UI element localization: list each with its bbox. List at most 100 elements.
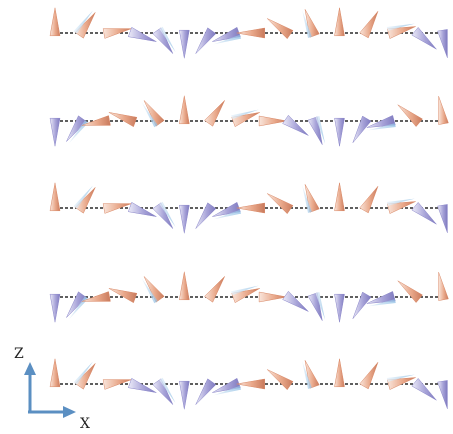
spin-cone-highlight [141,278,158,304]
spin-cone [386,26,416,39]
spin-cone [437,380,448,409]
spin-cone [81,115,111,126]
spin-cone [102,28,132,39]
spin-cone [359,362,379,390]
spin-cone-highlight [367,123,396,131]
spin-cone [334,358,345,388]
spin-cone [334,293,345,323]
spin-cone [127,201,157,217]
spin-cone [74,363,96,390]
x-arrowhead-icon [63,406,76,418]
spin-cone [334,117,345,147]
spin-cone [411,202,437,225]
spin-cone-highlight [302,361,312,389]
spin-cone-highlight [231,109,259,120]
spin-cone-highlight [386,198,415,206]
spin-cone [267,193,294,215]
spin-cone [386,201,416,214]
spin-cone [236,378,265,390]
spin-cone [212,377,241,393]
spin-cone [307,116,323,145]
spin-cone [334,7,345,37]
spin-cone [366,291,396,304]
spin-cone [179,29,190,59]
spin-cone-highlight [141,102,158,128]
spin-cone [49,358,61,388]
spin-cone [152,27,174,54]
spin-cone [386,377,416,390]
spin-cone [437,204,448,233]
spin-chain [49,182,448,234]
spin-cone [74,12,96,39]
spin-cone-highlight [315,292,326,320]
spin-cone [49,7,61,37]
spin-cone [152,378,174,405]
spin-chain [49,358,448,410]
spin-cone-highlight [386,23,415,31]
spin-cone [438,96,449,125]
spin-cone [179,271,190,301]
spin-cone-highlight [73,361,93,385]
spin-cone-highlight [68,120,89,144]
z-arrowhead-icon [24,362,36,375]
spin-cone [231,112,260,128]
spin-cone [102,203,132,214]
spin-cone [304,184,320,213]
spin-cone [334,182,345,212]
spin-cone-highlight [302,10,312,39]
spin-cone [127,26,157,42]
spin-cone [212,26,241,42]
spin-cone [102,379,132,390]
spin-cone-highlight [159,26,176,52]
spin-cone [49,293,61,323]
spin-cone [307,292,323,321]
spin-chain [49,95,449,147]
spin-cone [204,276,225,303]
spin-cone [352,115,372,143]
spin-cone [74,187,96,214]
spin-chain [49,7,448,59]
spin-cone [66,291,87,318]
spin-cone [195,202,217,229]
spin-cone-highlight [213,34,242,45]
spin-cone [359,11,379,39]
spin-cone [108,288,138,304]
spin-cone [81,291,111,302]
spin-cone [195,27,217,54]
spin-cone [179,204,190,234]
spin-cone [352,291,372,319]
spin-cone-highlight [315,116,326,144]
spin-cone [143,276,165,303]
spin-chain [49,271,449,323]
spin-cone-highlight [213,385,242,396]
spin-cone [438,272,449,301]
spin-cone [267,18,294,40]
spin-cone [359,186,379,214]
spin-cone [231,288,260,304]
spin-cone-highlight [159,377,176,403]
spin-chains [49,7,449,410]
spin-cone-highlight [302,185,312,213]
spin-cone [258,291,288,303]
spin-cone-highlight [159,201,176,227]
spin-cone [236,202,265,214]
spin-cone [212,201,241,217]
spin-cone [108,112,138,128]
spin-cone-highlight [73,185,93,209]
spin-cone [304,360,320,389]
spin-cone [282,114,309,136]
spin-cone-highlight [68,296,89,320]
z-axis-label: Z [14,346,24,362]
spin-cone [152,202,174,229]
spin-cone-highlight [213,209,242,220]
spin-cone [397,104,423,127]
spin-cone [304,9,320,38]
spin-cone [282,290,309,312]
spin-cone-highlight [73,10,93,34]
spin-cone [49,182,61,212]
spin-cone [49,117,61,147]
spin-cone [366,115,396,128]
coordinate-axes: Z X [14,346,90,432]
spin-cone [204,100,225,127]
